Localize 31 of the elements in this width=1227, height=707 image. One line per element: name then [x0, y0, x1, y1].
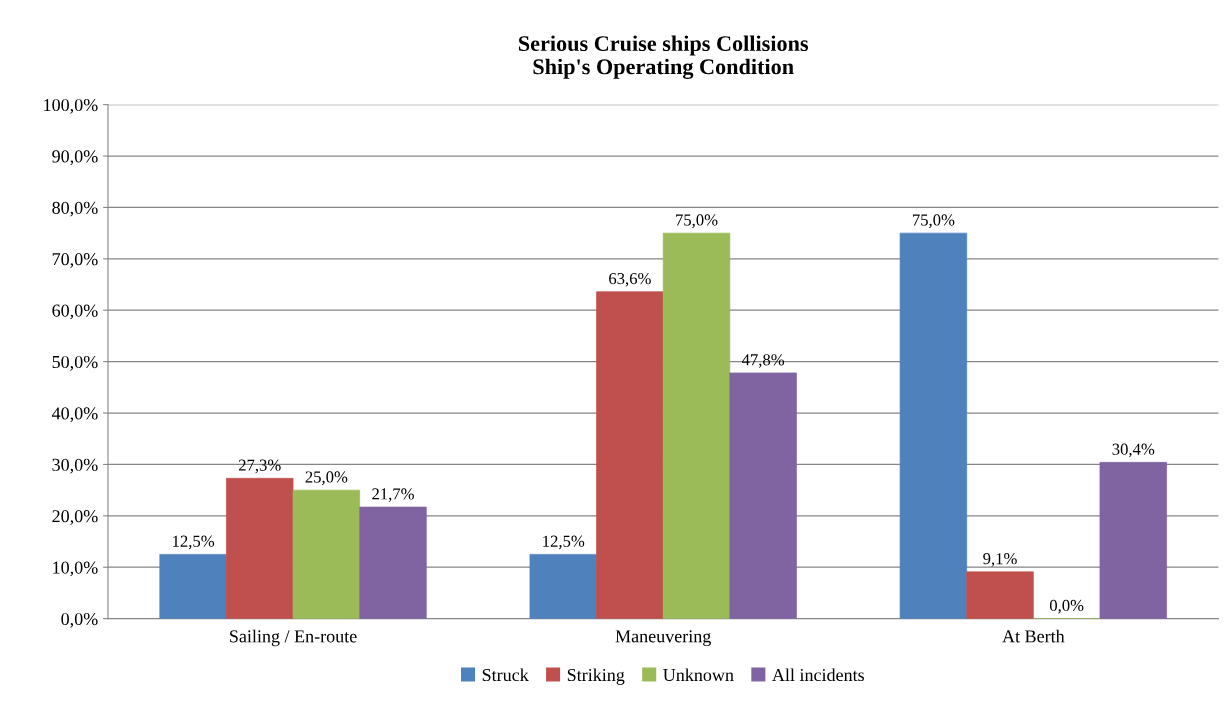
data-label: 0,0%: [1049, 599, 1084, 614]
legend-label: Struck: [482, 668, 529, 682]
y-tick-label: 80,0%: [52, 201, 98, 217]
y-tick-label: 10,0%: [53, 561, 98, 577]
data-label: 25,0%: [305, 471, 348, 485]
data-label: 75,0%: [676, 214, 718, 228]
y-tick-label: 70,0%: [52, 253, 98, 268]
x-tick-label: Maneuvering: [615, 630, 711, 647]
y-tick-label: 90,0%: [52, 150, 98, 166]
data-label: 30,4%: [1112, 443, 1155, 458]
y-tick-label: 30,0%: [52, 458, 98, 474]
y-tick-label: 50,0%: [52, 355, 98, 371]
y-tick-label: 60,0%: [52, 304, 98, 320]
chart-title: Serious Cruise ships Collisions Ship's Operating Condition: [518, 35, 809, 79]
y-tick-label: 20,0%: [52, 510, 98, 525]
data-label: 27,3%: [238, 459, 281, 474]
x-tick-label: Sailing / En-route: [230, 629, 357, 647]
y-tick-label: 0,0%: [61, 612, 98, 628]
legend-label: All incidents: [772, 668, 864, 682]
data-label: 12,5%: [543, 535, 585, 550]
x-tick-label: At Berth: [1002, 629, 1065, 643]
data-label: 75,0%: [912, 214, 955, 228]
data-label: 9,1%: [983, 553, 1017, 567]
legend-label: Unknown: [663, 668, 734, 682]
y-tick-label: 100,0%: [44, 98, 98, 114]
data-label: 63,6%: [609, 272, 651, 287]
y-tick-label: 40,0%: [51, 407, 98, 423]
data-label: 47,8%: [741, 354, 785, 368]
legend-label: Striking: [567, 668, 625, 685]
data-label: 21,7%: [372, 488, 414, 502]
data-label: 12,5%: [173, 535, 215, 550]
